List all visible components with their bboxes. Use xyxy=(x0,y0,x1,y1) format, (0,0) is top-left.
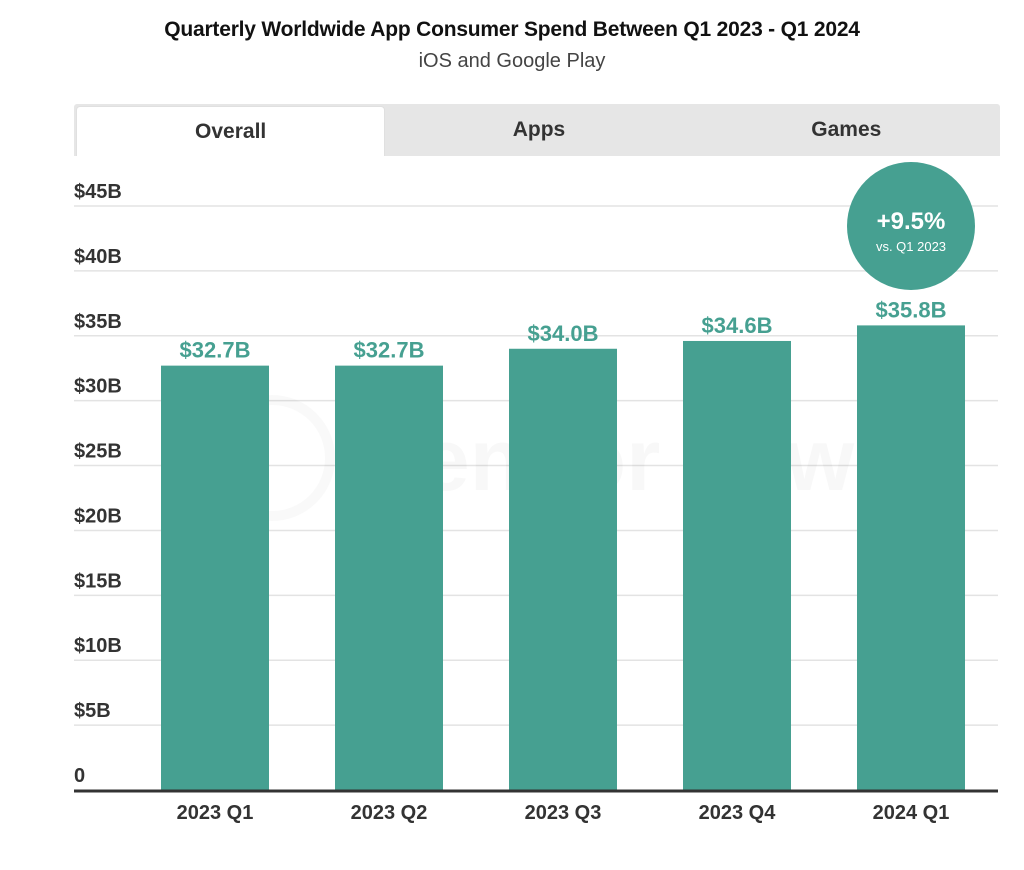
data-label: $32.7B xyxy=(180,338,251,363)
x-tick-label: 2024 Q1 xyxy=(873,802,950,824)
growth-badge-value: +9.5% xyxy=(877,208,946,235)
watermark-text: Sensor Tower xyxy=(362,410,937,509)
y-tick-label: 0 xyxy=(74,765,85,787)
data-label: $34.6B xyxy=(702,313,773,338)
x-tick-label: 2023 Q4 xyxy=(699,802,777,824)
bar-2023-q3 xyxy=(509,348,617,790)
bar-2023-q2 xyxy=(335,365,443,790)
y-tick-label: $30B xyxy=(74,376,122,398)
x-axis-ticks: 2023 Q1 2023 Q2 2023 Q3 2023 Q4 2024 Q1 xyxy=(177,802,950,824)
bars xyxy=(161,325,965,790)
y-tick-label: $25B xyxy=(74,441,122,463)
y-tick-label: $40B xyxy=(74,246,122,268)
tab-overall[interactable]: Overall xyxy=(76,106,386,156)
tab-apps[interactable]: Apps xyxy=(512,118,566,141)
growth-badge-circle xyxy=(847,162,975,290)
growth-badge: +9.5% vs. Q1 2023 xyxy=(847,162,975,290)
category-tabs: Overall Apps Games xyxy=(74,104,1000,156)
y-tick-label: $5B xyxy=(74,700,111,722)
data-label: $32.7B xyxy=(354,338,425,363)
y-tick-label: $20B xyxy=(74,505,122,527)
y-tick-label: $45B xyxy=(74,181,122,203)
tab-games[interactable]: Games xyxy=(811,118,882,141)
y-tick-label: $35B xyxy=(74,311,122,333)
bar-2024-q1 xyxy=(857,325,965,790)
y-tick-label: $10B xyxy=(74,635,122,657)
growth-badge-caption: vs. Q1 2023 xyxy=(876,239,946,254)
x-tick-label: 2023 Q1 xyxy=(177,802,254,824)
y-axis-ticks: 0 $5B $10B $15B $20B $25B $30B $35B $40B $45B xyxy=(74,181,122,787)
x-tick-label: 2023 Q3 xyxy=(525,802,602,824)
data-label: $34.0B xyxy=(528,321,599,346)
data-label: $35.8B xyxy=(876,297,947,322)
y-tick-label: $15B xyxy=(74,570,122,592)
data-labels: $32.7B $32.7B $34.0B $34.6B $35.8B xyxy=(180,297,947,362)
x-tick-label: 2023 Q2 xyxy=(351,802,428,824)
bar-2023-q1 xyxy=(161,365,269,790)
chart-subtitle: iOS and Google Play xyxy=(418,50,606,72)
chart-title: Quarterly Worldwide App Consumer Spend B… xyxy=(164,18,860,41)
bar-2023-q4 xyxy=(683,340,791,790)
